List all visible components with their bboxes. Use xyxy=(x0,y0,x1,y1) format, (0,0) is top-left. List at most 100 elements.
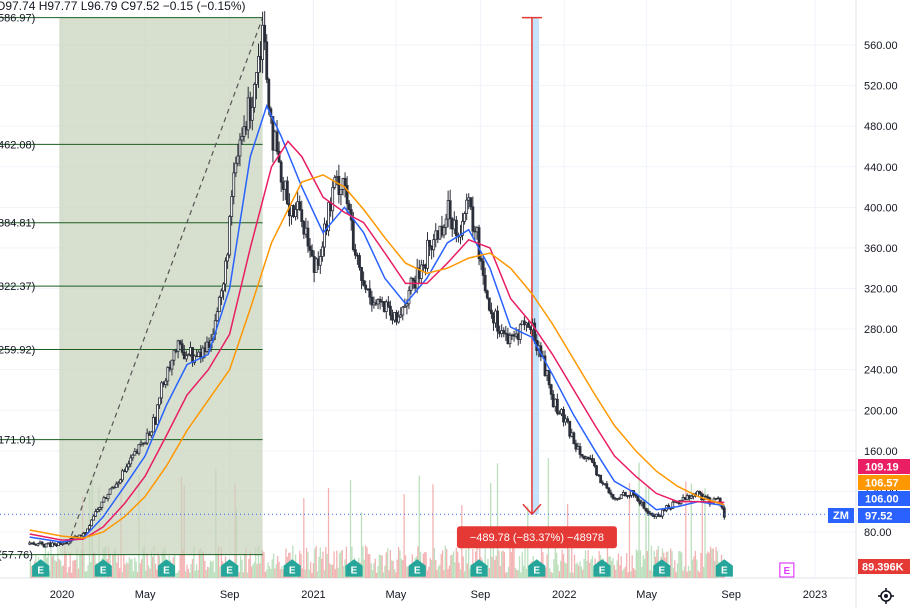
volume-bar xyxy=(514,567,517,578)
candle-body xyxy=(267,79,271,110)
volume-bar xyxy=(505,572,507,578)
price-label: 106.00 xyxy=(865,494,899,506)
volume-bar xyxy=(92,552,95,578)
volume-bar xyxy=(469,568,471,578)
volume-bar xyxy=(187,568,190,578)
candle-body xyxy=(572,432,576,444)
candle-body xyxy=(118,479,122,484)
moving-average-line xyxy=(29,174,725,539)
candle-body xyxy=(496,310,499,332)
candle-body xyxy=(265,41,269,80)
earnings-shape xyxy=(715,559,733,577)
volume-bar xyxy=(150,550,152,578)
volume-bar xyxy=(61,566,63,578)
candle-body xyxy=(193,355,196,363)
gear-icon[interactable] xyxy=(878,588,894,604)
volume-bar xyxy=(176,572,179,578)
volume-bar xyxy=(374,558,376,578)
volume-bar xyxy=(616,560,618,578)
volume-bar xyxy=(649,570,651,578)
volume-bar xyxy=(391,560,393,578)
candle-body xyxy=(44,543,48,548)
candle-body xyxy=(399,314,403,318)
volume-bar xyxy=(562,554,565,578)
volume-bar xyxy=(76,547,78,578)
volume-bar xyxy=(385,552,387,578)
volume-bar xyxy=(472,549,474,578)
volume-bar xyxy=(112,554,114,578)
candle-body xyxy=(252,83,256,108)
volume-bar xyxy=(708,552,710,578)
candle-body xyxy=(407,290,411,305)
candle-body xyxy=(236,155,240,164)
volume-bar xyxy=(407,566,409,578)
volume-bar xyxy=(252,564,254,578)
volume-bar xyxy=(432,484,434,578)
volume-bar xyxy=(197,570,199,578)
volume-bar xyxy=(617,553,620,578)
volume-bar xyxy=(184,571,187,578)
volume-bar xyxy=(219,566,221,578)
volume-bar xyxy=(637,550,639,578)
price-range-measure[interactable] xyxy=(521,16,542,516)
earnings-marker: E xyxy=(470,559,488,577)
x-tick-label: Sep xyxy=(471,589,491,601)
volume-bar xyxy=(377,566,379,578)
volume-bar xyxy=(206,566,209,578)
candle-body xyxy=(226,254,229,262)
earnings-marker: E xyxy=(653,559,671,577)
volume-bar xyxy=(454,562,456,578)
volume-bar xyxy=(678,551,680,578)
volume-bar xyxy=(610,560,613,578)
candle-body xyxy=(121,470,124,481)
volume-bar xyxy=(452,551,455,578)
candle-body xyxy=(106,493,110,500)
volume-bar xyxy=(426,570,429,578)
volume-bar xyxy=(653,550,655,578)
volume-bar xyxy=(404,555,407,578)
volume-bar xyxy=(307,551,309,578)
volume-bar xyxy=(638,462,640,578)
volume-bar xyxy=(487,559,489,578)
volume-bar xyxy=(202,551,205,578)
volume-bar xyxy=(630,571,632,578)
candle-body xyxy=(502,330,506,334)
fib-level-label: 384.81) xyxy=(0,218,35,230)
volume-bar xyxy=(393,569,396,578)
candle-body xyxy=(644,507,648,512)
volume-bar xyxy=(194,570,196,578)
candle-body xyxy=(595,465,598,476)
volume-bar xyxy=(425,552,427,578)
volume-bar xyxy=(645,486,647,578)
volume-bar xyxy=(672,567,675,578)
volume-bar xyxy=(66,572,69,578)
volume-bar xyxy=(643,558,646,578)
candle-body xyxy=(164,380,168,385)
measure-label-group: −489.78 (−83.37%) −48978 xyxy=(456,526,617,549)
volume-bar xyxy=(626,553,628,578)
candle-body xyxy=(659,515,662,518)
volume-bar xyxy=(65,552,67,578)
candle-body xyxy=(448,200,452,220)
candle-body xyxy=(314,258,318,273)
volume-bar xyxy=(285,548,287,578)
volume-bar xyxy=(441,550,444,578)
volume-bar xyxy=(380,554,382,578)
volume-bar xyxy=(125,561,128,578)
candle-body xyxy=(176,340,180,352)
earnings-label: E xyxy=(658,566,665,577)
volume-bar xyxy=(582,569,584,578)
volume-bar xyxy=(90,561,92,578)
volume-bar xyxy=(370,563,372,578)
volume-label: 89.396K xyxy=(862,562,904,574)
fib-retracement[interactable]: 586.97) 462.08) 384.81) 322.37) 259.92) 171.0… xyxy=(0,13,264,562)
volume-bar xyxy=(700,552,702,578)
volume-bar xyxy=(327,487,330,578)
candle-body xyxy=(300,209,304,222)
fib-level-label: (57.76) xyxy=(0,550,33,562)
price-label-bg xyxy=(858,475,910,490)
candle-body xyxy=(601,482,605,485)
volume-bar xyxy=(128,557,130,578)
